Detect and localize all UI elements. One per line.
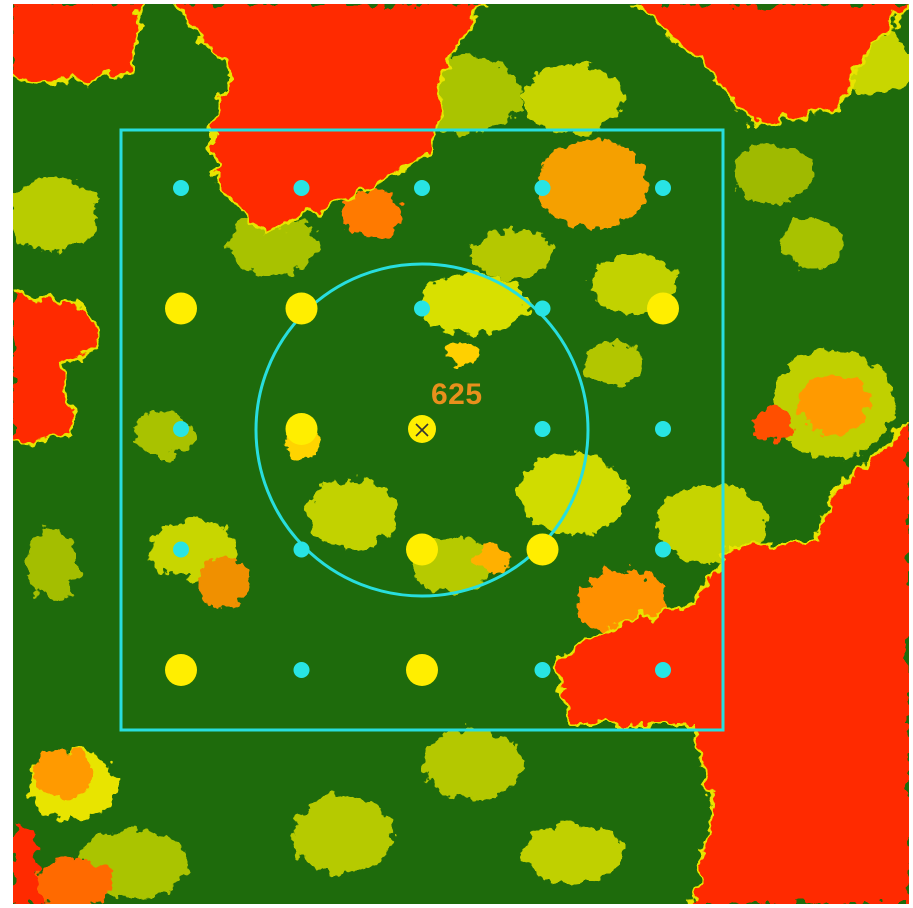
sample-point-large[interactable]	[165, 292, 197, 325]
sample-point-small[interactable]	[655, 541, 671, 558]
vegetation-raster	[13, 4, 909, 904]
plot-overlay	[119, 128, 725, 732]
sample-point-small[interactable]	[534, 662, 551, 678]
sample-point-large[interactable]	[647, 292, 679, 325]
sample-point-small[interactable]	[414, 300, 430, 317]
sample-point-large[interactable]	[406, 654, 438, 686]
x-mark-icon	[415, 423, 429, 437]
sample-point-small[interactable]	[655, 421, 671, 437]
vegetation-map[interactable]: 625	[13, 4, 909, 904]
sample-point-small[interactable]	[173, 541, 189, 558]
sample-points	[165, 180, 679, 686]
sample-point-large[interactable]	[285, 292, 318, 325]
sample-point-small[interactable]	[655, 180, 671, 196]
stress-area-borders	[13, 4, 909, 904]
sample-point-small[interactable]	[293, 180, 310, 196]
sample-point-small[interactable]	[534, 180, 551, 196]
sample-point-small[interactable]	[173, 421, 189, 437]
sample-point-small[interactable]	[293, 662, 310, 678]
sample-point-large[interactable]	[165, 654, 197, 686]
sample-point-small[interactable]	[534, 300, 551, 317]
plot-radius-circle	[254, 262, 590, 598]
sample-point-large[interactable]	[285, 413, 318, 445]
plot-id-label: 625	[431, 378, 483, 411]
sample-point-small[interactable]	[655, 662, 671, 678]
sample-point-small[interactable]	[414, 180, 430, 196]
sample-point-small[interactable]	[293, 541, 310, 558]
plot-boundary	[119, 128, 725, 732]
sample-point-large[interactable]	[406, 533, 438, 566]
sample-point-large[interactable]	[526, 533, 559, 566]
sample-point-small[interactable]	[173, 180, 189, 196]
sample-point-small[interactable]	[534, 421, 551, 437]
stress-areas	[13, 4, 909, 904]
